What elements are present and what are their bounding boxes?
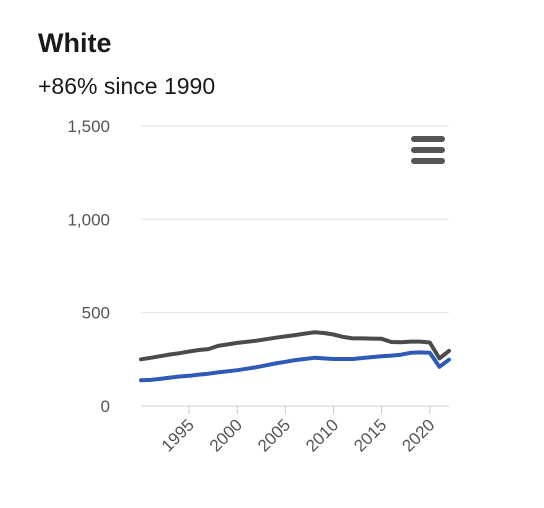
series-line-1 <box>139 330 451 362</box>
y-tick-label: 0 <box>101 397 110 416</box>
hamburger-menu-icon[interactable] <box>411 136 445 164</box>
x-tick-label: 2000 <box>206 415 246 455</box>
x-tick-label: 2005 <box>254 415 294 455</box>
x-tick-label: 2010 <box>302 415 342 455</box>
y-tick-label: 500 <box>82 304 110 323</box>
chart-title: White <box>38 28 112 58</box>
y-tick-label: 1,500 <box>67 117 110 136</box>
x-tick-label: 2020 <box>398 415 438 455</box>
x-tick-label: 2015 <box>350 415 390 455</box>
chart-subtitle: +86% since 1990 <box>38 73 216 99</box>
x-tick-label: 1995 <box>158 415 198 455</box>
y-tick-label: 1,000 <box>67 210 110 229</box>
series-line-2 <box>139 350 451 383</box>
